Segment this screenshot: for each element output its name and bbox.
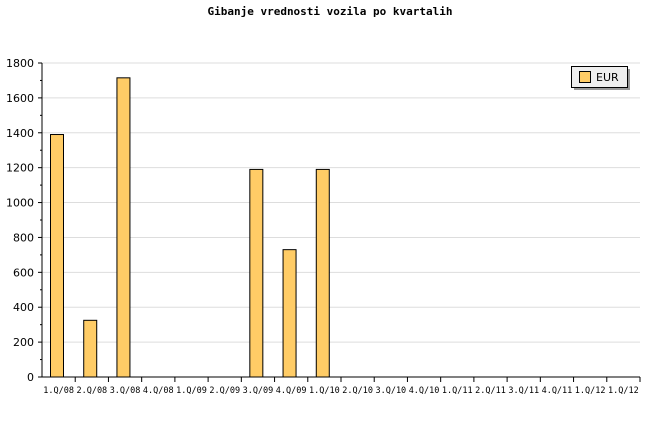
x-tick-label: 4.Q/11	[542, 386, 573, 396]
x-tick-label: 2.Q/09	[209, 386, 240, 396]
bar	[315, 168, 330, 378]
y-tick-label: 600	[13, 266, 34, 279]
y-tick-label: 800	[13, 231, 34, 244]
x-tick-label: 3.Q/09	[243, 386, 274, 396]
x-tick-label: 4.Q/09	[276, 386, 307, 396]
bar	[50, 134, 64, 378]
x-tick-label: 1.Q/08	[43, 386, 74, 396]
y-tick-label: 400	[13, 301, 34, 314]
y-tick-label: 0	[27, 371, 34, 384]
bar	[83, 319, 98, 378]
chart-title: Gibanje vrednosti vozila po kvartalih	[207, 5, 453, 18]
x-tick-label: 1.Q/12	[575, 386, 606, 396]
x-tick-label: 3.Q/11	[508, 386, 539, 396]
x-tick-label: 2.Q/08	[76, 386, 107, 396]
x-tick-label: 1.Q/09	[176, 386, 207, 396]
bar	[116, 77, 131, 378]
y-tick-label: 1600	[6, 92, 34, 105]
y-tick-label: 1000	[6, 197, 34, 210]
x-tick-label: 4.Q/08	[143, 386, 174, 396]
y-tick-label: 200	[13, 336, 34, 349]
x-tick-label: 1.Q/12	[608, 386, 639, 396]
x-tick-label: 3.Q/10	[375, 386, 406, 396]
y-tick-label: 1800	[6, 57, 34, 70]
x-tick-label: 1.Q/11	[442, 386, 473, 396]
x-tick-label: 3.Q/08	[110, 386, 141, 396]
y-tick-label: 1400	[6, 127, 34, 140]
legend-label: EUR	[596, 71, 619, 84]
bar	[249, 168, 264, 378]
x-tick-label: 2.Q/11	[475, 386, 506, 396]
legend-swatch	[579, 71, 591, 83]
x-tick-label: 2.Q/10	[342, 386, 373, 396]
x-tick-label: 1.Q/10	[309, 386, 340, 396]
y-tick-label: 1200	[6, 162, 34, 175]
bar	[282, 249, 297, 378]
x-tick-label: 4.Q/10	[409, 386, 440, 396]
